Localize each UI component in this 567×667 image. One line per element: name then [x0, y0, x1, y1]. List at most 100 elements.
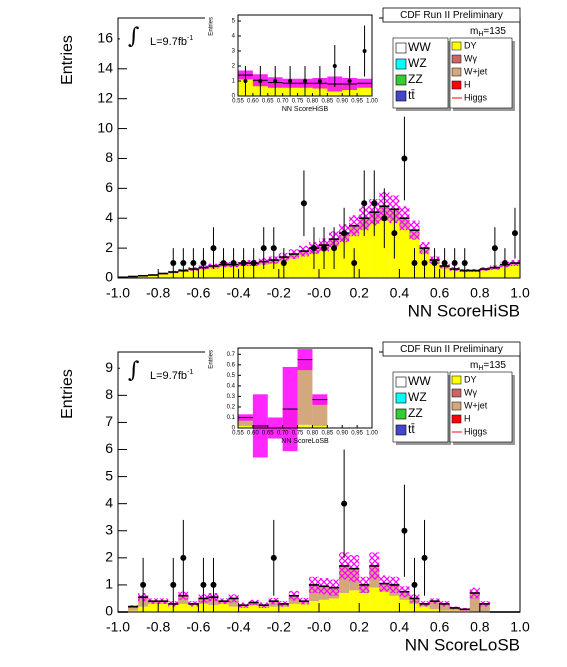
x-tick-label: 0.55 [232, 431, 244, 437]
integral-sign: ∫ [128, 24, 140, 49]
x-tick-label: 0.75 [292, 99, 304, 105]
x-tick-label: 0.65 [262, 431, 274, 437]
y-tick-label: 16 [97, 30, 113, 46]
x-tick-label: 1.00 [366, 99, 378, 105]
x-tick-label: 0.6 [430, 619, 450, 635]
x-tick-label: 0.80 [307, 99, 319, 105]
chart-title: CDF Run II Preliminary [400, 344, 503, 355]
data-point [170, 581, 177, 588]
stack-bar [297, 359, 313, 425]
data-point [230, 260, 237, 267]
y-axis-label: Entries [209, 350, 215, 369]
y-tick-label: 0 [232, 426, 236, 432]
axis-frame [237, 14, 373, 97]
legend-swatch [451, 80, 462, 90]
x-tick-label: 0.95 [351, 99, 363, 105]
x-tick-label: 1.0 [510, 619, 530, 635]
y-axis-label: Entries [59, 369, 76, 419]
y-tick-label: 2 [105, 549, 113, 565]
x-tick-label: -0.2 [267, 619, 291, 635]
stack-bar [288, 603, 299, 612]
data-point [258, 79, 263, 83]
data-point [441, 260, 448, 267]
legend-swatch [395, 376, 407, 388]
y-tick-label: 8 [105, 149, 113, 165]
legend-label: WZ [408, 390, 427, 404]
x-tick-label: 0.4 [390, 619, 410, 635]
legend-swatch [451, 54, 462, 64]
stack-bar [288, 258, 299, 278]
data-point [351, 260, 358, 267]
stack-bar [449, 610, 460, 612]
y-tick-label: 4 [105, 209, 113, 225]
y-tick-label: 5 [232, 19, 236, 25]
stack-bar [158, 274, 169, 278]
stack-bar [128, 610, 139, 612]
data-point [461, 260, 468, 267]
stack-bar [298, 255, 309, 278]
x-tick-label: 0.8 [470, 619, 490, 635]
data-point [511, 230, 518, 237]
y-axis-label: Entries [209, 17, 215, 36]
stack-bar [419, 606, 430, 612]
legend-label: Wγ [464, 53, 477, 63]
stack-bar [429, 609, 440, 612]
stack-bar [138, 276, 149, 278]
x-tick-label: -0.2 [267, 285, 291, 301]
legend-swatch [395, 424, 407, 436]
stack-bar [439, 610, 450, 612]
y-tick-label: 3 [232, 49, 236, 55]
mass-subscript: H [478, 31, 483, 38]
lumi-value: L=9.7fb [150, 370, 187, 382]
integral-sign: ∫ [128, 358, 140, 383]
x-axis-label: NN ScoreHiSB [282, 106, 329, 113]
stack-bar [218, 603, 229, 612]
x-tick-label: -0.0 [307, 285, 331, 301]
y-tick-label: 12 [97, 89, 113, 105]
x-tick-label: -0.4 [227, 285, 251, 301]
data-point [501, 260, 508, 267]
stack-bar [329, 598, 340, 612]
stack-bar [379, 591, 390, 612]
data-point [243, 79, 248, 83]
data-point [332, 64, 337, 68]
legend-label: H [464, 413, 471, 423]
x-tick-label: 0.95 [351, 431, 363, 437]
y-tick-label: 14 [97, 60, 113, 76]
stack-bar [188, 605, 199, 612]
stack-bar [258, 606, 269, 612]
legend-swatch [451, 67, 462, 77]
stack-bar [228, 606, 239, 612]
x-tick-label: 0.55 [232, 99, 244, 105]
legend-label: W+jet [464, 400, 488, 410]
data-point [288, 79, 293, 83]
data-point [210, 245, 217, 252]
x-axis-label: NN ScoreHiSB [408, 301, 520, 320]
data-point [421, 260, 428, 267]
legend-swatch [395, 58, 407, 70]
x-tick-label: 1.0 [510, 285, 530, 301]
stack-bar [268, 606, 279, 612]
legend-swatch [395, 74, 407, 86]
stack-bar [339, 240, 350, 278]
legend-label: Higgs [464, 92, 488, 102]
x-tick-label: -0.6 [186, 285, 210, 301]
data-point [401, 155, 408, 162]
mass-label: mH=135 [470, 360, 506, 372]
legend-swatch [451, 414, 462, 424]
stack-bar [439, 603, 450, 611]
legend-label: WW [408, 40, 431, 54]
x-tick-label: 0.90 [336, 99, 348, 105]
legend-swatch [451, 41, 462, 51]
stack-bar [148, 603, 159, 612]
data-point [220, 260, 227, 267]
chart-title: CDF Run II Preliminary [400, 10, 503, 21]
legend-label: Higgs [464, 426, 488, 436]
stack-bar [298, 603, 309, 612]
y-tick-label: 0 [105, 603, 113, 619]
data-point [321, 245, 328, 252]
data-point [381, 215, 388, 222]
data-point [341, 230, 348, 237]
stack-bar [178, 603, 189, 612]
data-point [431, 260, 438, 267]
